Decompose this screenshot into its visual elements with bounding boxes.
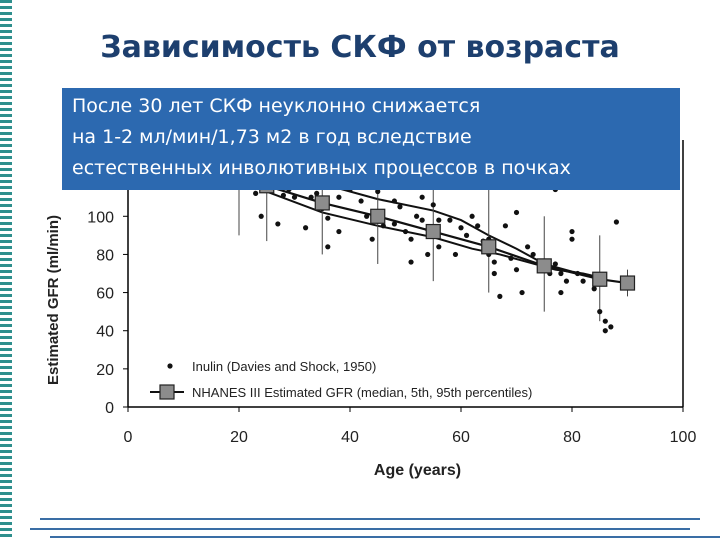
y-tick-label: 60 bbox=[96, 286, 114, 303]
inulin-point bbox=[447, 217, 453, 223]
inulin-point bbox=[397, 204, 403, 210]
callout-box: После 30 лет СКФ неуклонно снижается на … bbox=[62, 88, 680, 190]
inulin-point bbox=[469, 213, 475, 219]
inulin-point bbox=[513, 209, 520, 216]
inulin-point bbox=[452, 251, 459, 258]
inulin-point bbox=[253, 190, 259, 196]
x-tick-label: 40 bbox=[341, 429, 359, 446]
inulin-point bbox=[491, 259, 497, 265]
callout-line-3: естественных инволютивных процессов в по… bbox=[72, 157, 571, 179]
inulin-point bbox=[608, 324, 614, 330]
inulin-point bbox=[325, 244, 331, 250]
y-tick-label: 80 bbox=[96, 247, 114, 264]
legend-inulin-label: Inulin (Davies and Shock, 1950) bbox=[192, 359, 376, 374]
x-tick-label: 0 bbox=[124, 429, 133, 446]
footer-line-3 bbox=[50, 536, 720, 538]
inulin-point bbox=[280, 192, 286, 198]
callout-line-2: на 1-2 мл/мин/1,73 м2 в год вследствие bbox=[72, 126, 472, 148]
inulin-point bbox=[414, 213, 420, 219]
inulin-point bbox=[558, 289, 564, 296]
inulin-point bbox=[569, 228, 575, 235]
inulin-point bbox=[597, 309, 603, 315]
inulin-point bbox=[419, 217, 425, 223]
inulin-point bbox=[602, 328, 608, 334]
footer-line-2 bbox=[30, 528, 690, 530]
y-tick-label: 0 bbox=[105, 400, 114, 417]
y-tick-label: 40 bbox=[96, 324, 114, 341]
legend-nhanes-label: NHANES III Estimated GFR (median, 5th, 9… bbox=[192, 385, 532, 400]
inulin-point bbox=[475, 223, 481, 229]
inulin-point bbox=[502, 223, 508, 229]
inulin-point bbox=[513, 267, 520, 273]
nhanes-marker bbox=[481, 239, 497, 255]
inulin-point bbox=[275, 221, 281, 227]
inulin-point bbox=[436, 217, 442, 223]
inulin-point bbox=[519, 289, 525, 296]
inulin-point bbox=[369, 236, 375, 242]
inulin-point bbox=[436, 244, 442, 250]
inulin-point bbox=[258, 213, 264, 219]
footer-line-1 bbox=[40, 518, 700, 520]
legend-nhanes-marker bbox=[159, 384, 175, 400]
slide-title: Зависимость СКФ от возраста bbox=[100, 30, 620, 65]
inulin-point bbox=[491, 270, 497, 277]
y-tick-label: 20 bbox=[96, 362, 114, 379]
x-tick-label: 100 bbox=[670, 429, 697, 446]
inulin-point bbox=[375, 188, 381, 195]
nhanes-marker bbox=[619, 275, 636, 291]
inulin-point bbox=[314, 190, 320, 196]
inulin-point bbox=[380, 223, 386, 229]
inulin-point bbox=[508, 255, 514, 261]
x-tick-label: 20 bbox=[230, 429, 248, 446]
nhanes-marker bbox=[425, 223, 441, 240]
inulin-point bbox=[558, 270, 564, 277]
inulin-point bbox=[591, 286, 597, 292]
nhanes-marker bbox=[536, 258, 552, 274]
inulin-point bbox=[552, 261, 558, 267]
inulin-point bbox=[325, 215, 331, 221]
inulin-point bbox=[458, 225, 464, 231]
inulin-point bbox=[336, 194, 342, 200]
decorative-side-band bbox=[0, 0, 12, 540]
y-tick-label: 100 bbox=[87, 209, 114, 226]
inulin-point bbox=[291, 194, 298, 200]
inulin-point bbox=[419, 194, 425, 200]
nhanes-marker bbox=[370, 208, 386, 224]
inulin-point bbox=[613, 219, 620, 225]
inulin-point bbox=[580, 278, 586, 284]
x-tick-label: 80 bbox=[563, 429, 581, 446]
nhanes-marker bbox=[314, 195, 330, 211]
nhanes-marker bbox=[592, 271, 608, 287]
callout-line-1: После 30 лет СКФ неуклонно снижается bbox=[72, 95, 481, 117]
inulin-point bbox=[430, 202, 436, 208]
inulin-point bbox=[336, 228, 342, 235]
legend-inulin-marker bbox=[167, 363, 173, 369]
inulin-point bbox=[402, 228, 409, 235]
inulin-point bbox=[408, 259, 414, 265]
inulin-point bbox=[569, 236, 575, 242]
inulin-point bbox=[391, 198, 397, 204]
x-axis-label: Age (years) bbox=[374, 462, 461, 479]
inulin-point bbox=[530, 251, 536, 258]
inulin-point bbox=[602, 318, 608, 324]
inulin-point bbox=[463, 232, 470, 238]
x-tick-label: 60 bbox=[452, 429, 470, 446]
inulin-point bbox=[525, 244, 531, 250]
inulin-point bbox=[358, 198, 364, 204]
inulin-point bbox=[425, 251, 431, 258]
inulin-point bbox=[408, 236, 414, 242]
inulin-point bbox=[497, 293, 503, 299]
inulin-point bbox=[391, 221, 397, 227]
inulin-point bbox=[303, 225, 309, 231]
y-axis-label: Estimated GFR (ml/min) bbox=[45, 215, 62, 385]
inulin-point bbox=[563, 278, 570, 284]
